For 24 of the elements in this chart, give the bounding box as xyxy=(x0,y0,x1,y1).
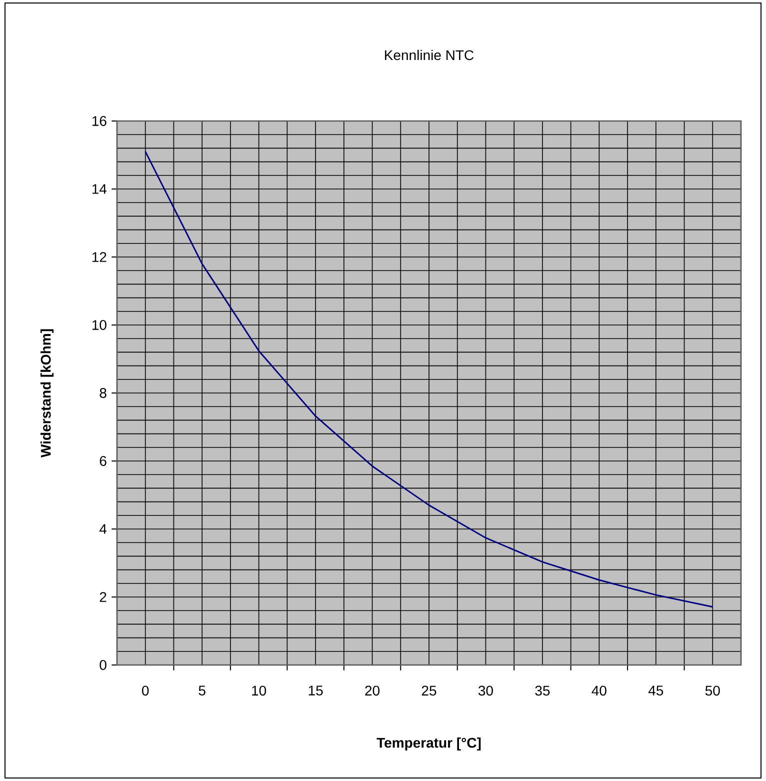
x-tick-label: 50 xyxy=(705,686,720,696)
x-tick-label: 10 xyxy=(252,686,266,696)
x-tick-label: 5 xyxy=(198,686,206,696)
x-tick-label: 40 xyxy=(592,686,606,696)
chart-title: Kennlinie NTC xyxy=(385,50,474,60)
y-tick-label: 6 xyxy=(100,456,106,466)
y-axis-title: Widerstand [kOhm] xyxy=(40,329,54,458)
y-tick-label: 0 xyxy=(100,660,106,670)
x-tick-label: 20 xyxy=(365,686,380,696)
y-tick-label: 12 xyxy=(92,252,106,262)
y-tick-label: 14 xyxy=(92,184,107,194)
x-tick-label: 15 xyxy=(308,686,323,696)
x-tick-label: 25 xyxy=(422,686,436,696)
y-tick-label: 8 xyxy=(100,388,106,398)
y-tick-label: 4 xyxy=(99,524,107,534)
x-tick-label: 35 xyxy=(535,686,550,696)
y-tick-label: 16 xyxy=(92,116,106,126)
x-tick-label: 45 xyxy=(648,686,664,696)
x-axis-title: Temperatur [°C] xyxy=(376,737,481,751)
x-tick-label: 0 xyxy=(142,686,149,696)
y-tick-label: 2 xyxy=(100,592,106,602)
line-series xyxy=(144,150,714,608)
x-tick-label: 30 xyxy=(478,686,493,696)
y-tick-label: 10 xyxy=(92,320,106,330)
